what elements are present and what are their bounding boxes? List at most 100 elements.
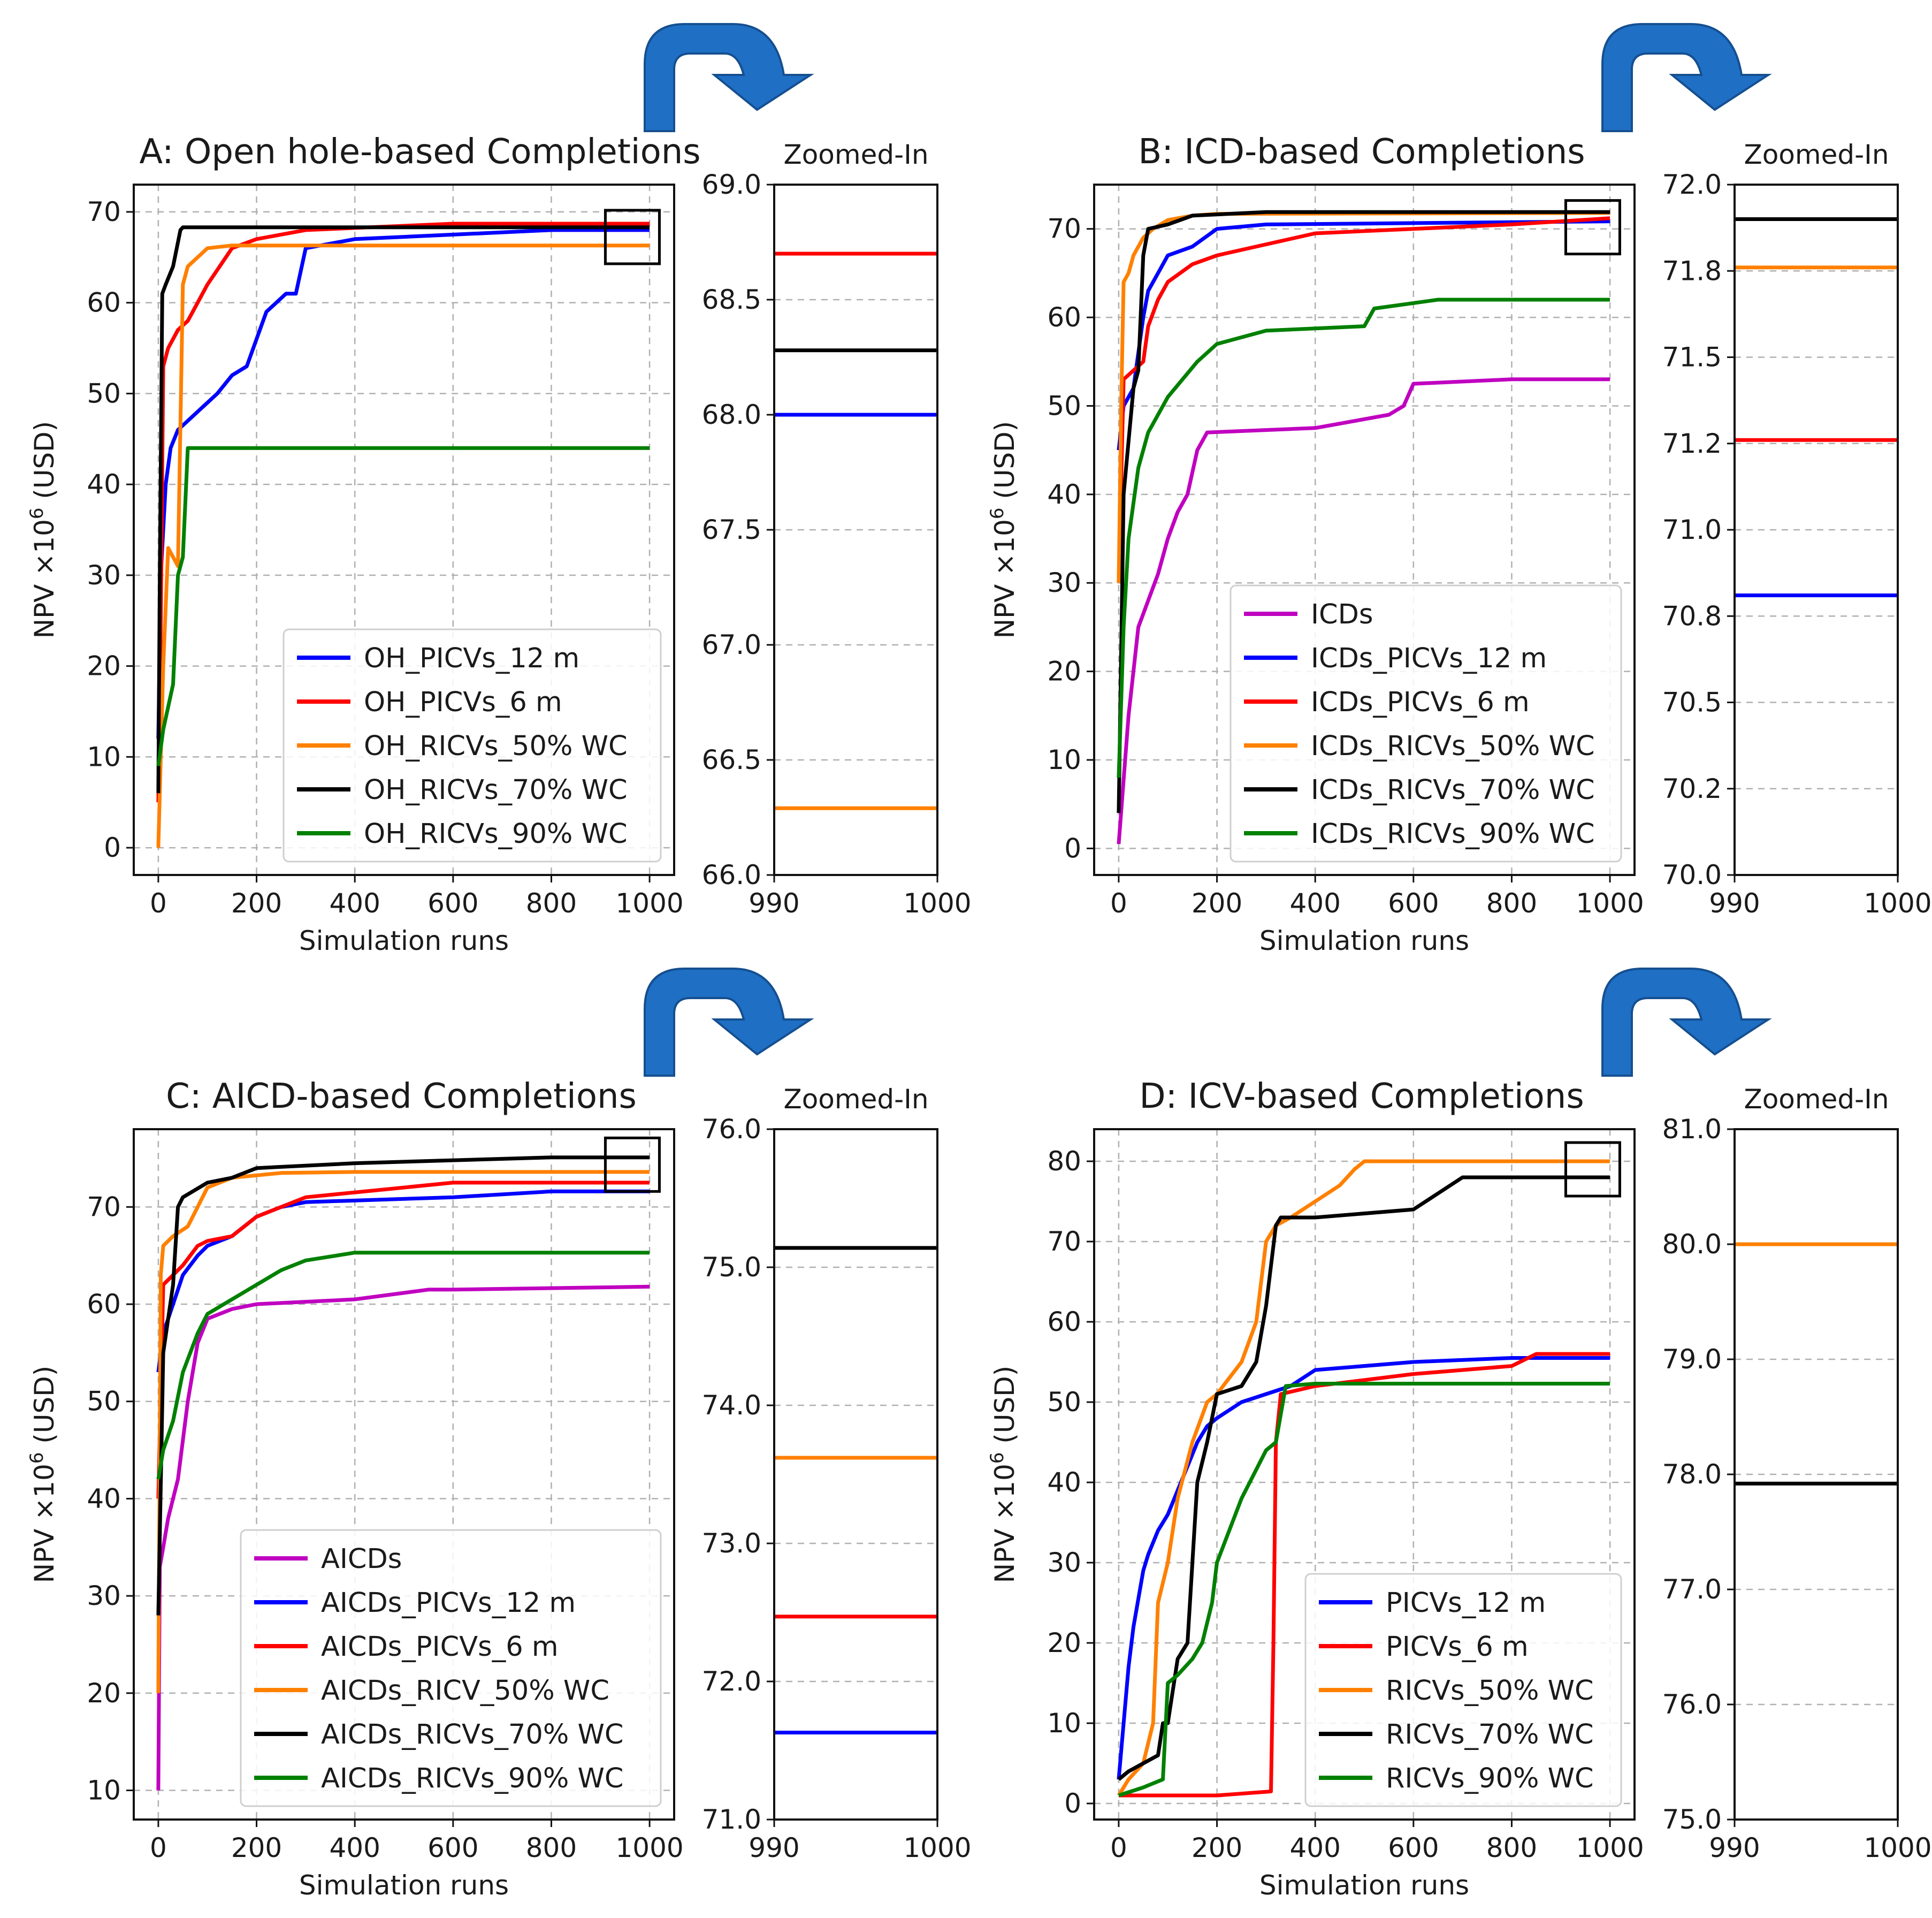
zoom-y-tick-label: 71.8 xyxy=(1662,255,1722,286)
y-tick-label: 30 xyxy=(87,560,121,591)
zoomed-in-chart: Zoomed-In 990 1000 71.0 72.0 73.0 74.0 75.0 76.0 xyxy=(702,1084,972,1863)
legend-item: RICVs_50% WC xyxy=(1319,1675,1594,1707)
legend-item: PICVs_6 m xyxy=(1319,1631,1529,1663)
y-tick-label: 60 xyxy=(1047,302,1081,333)
legend-box xyxy=(1230,584,1622,863)
series-line-4 xyxy=(1117,210,1610,813)
y-axis-label-main: NPV ×10 xyxy=(29,1464,60,1583)
series-line-5 xyxy=(156,1251,650,1480)
series-line-1 xyxy=(1117,219,1610,451)
legend-item: ICDs xyxy=(1244,599,1373,630)
zoom-y-tick-label: 68.5 xyxy=(702,284,761,315)
y-tick-label: 20 xyxy=(87,1678,121,1709)
chart-title: B: ICD-based Completions xyxy=(1138,132,1585,172)
legend-box xyxy=(282,628,662,863)
x-tick-label: 600 xyxy=(1388,888,1439,919)
zoom-y-tick-label: 71.2 xyxy=(1662,428,1722,459)
legend-label: AICDs_RICVs_70% WC xyxy=(321,1719,624,1750)
legend-label: ICDs_RICVs_90% WC xyxy=(1311,818,1595,850)
series-line-1 xyxy=(156,1189,650,1373)
x-tick-label: 600 xyxy=(427,888,478,919)
series-line-5 xyxy=(1117,298,1610,778)
zoom-y-tick-label: 78.0 xyxy=(1662,1459,1722,1490)
series-lines xyxy=(1117,1159,1610,1798)
legend-label: ICDs_PICVs_12 m xyxy=(1311,643,1547,674)
x-tick-label: 1000 xyxy=(1576,1832,1644,1863)
zoom-x-tick-label: 1000 xyxy=(903,888,971,919)
y-tick-label: 40 xyxy=(87,469,121,500)
y-tick-label: 80 xyxy=(1047,1146,1081,1177)
zoom-arrow-icon xyxy=(644,23,814,132)
zoom-region-box xyxy=(1564,1141,1621,1198)
zoom-y-tick-label: 72.0 xyxy=(702,1666,761,1697)
series-line-2 xyxy=(156,243,650,848)
legend-item: OH_RICVs_90% WC xyxy=(297,818,628,850)
series-line-2 xyxy=(1117,216,1610,583)
series-lines xyxy=(156,222,650,848)
legend-box xyxy=(1304,1573,1622,1807)
y-tick-label: 10 xyxy=(1047,744,1081,775)
legend-label: AICDs_PICVs_6 m xyxy=(321,1631,559,1663)
zoomed-in-chart: Zoomed-In 990 1000 70.0 70.2 70.5 70.8 71.0 71.2… xyxy=(1662,139,1932,919)
legend-label: AICDs_PICVs_12 m xyxy=(321,1587,576,1619)
legend-item: OH_PICVs_12 m xyxy=(297,643,579,674)
legend: AICDs AICDs_PICVs_12 m AICDs_PICVs_6 m AICD… xyxy=(240,1529,662,1807)
legend-label: ICDs xyxy=(1311,599,1373,630)
x-axis-label: Simulation runs xyxy=(1259,925,1469,956)
zoom-arrow-icon xyxy=(644,968,814,1077)
legend-label: RICVs_50% WC xyxy=(1386,1675,1594,1707)
zoom-region-box xyxy=(604,1136,661,1193)
zoom-title: Zoomed-In xyxy=(1744,139,1889,170)
zoom-x-tick-label: 990 xyxy=(749,1832,799,1863)
zoom-y-tick-label: 70.8 xyxy=(1662,600,1722,631)
x-tick-label: 800 xyxy=(526,888,577,919)
zoom-arrow-icon xyxy=(1601,23,1772,132)
y-axis-label-exponent: 6 xyxy=(26,1452,48,1464)
chart-title: A: Open hole-based Completions xyxy=(139,132,700,172)
zoom-y-tick-label: 66.5 xyxy=(702,744,761,775)
zoom-x-tick-label: 990 xyxy=(1709,888,1760,919)
legend-label: OH_RICVs_50% WC xyxy=(364,730,628,762)
legend-item: ICDs_RICVs_70% WC xyxy=(1244,774,1595,806)
zoom-y-tick-label: 81.0 xyxy=(1662,1114,1722,1145)
chart-title: D: ICV-based Completions xyxy=(1139,1077,1584,1116)
x-tick-label: 0 xyxy=(1110,1832,1127,1863)
y-axis-label-exponent: 6 xyxy=(987,507,1008,519)
zoom-frame xyxy=(773,1128,938,1821)
legend-item: RICVs_70% WC xyxy=(1319,1719,1594,1750)
legend-item: OH_PICVs_6 m xyxy=(297,687,562,718)
series-line-4 xyxy=(1118,1382,1610,1798)
legend: PICVs_12 m PICVs_6 m RICVs_50% WC RICVs_70%… xyxy=(1304,1573,1622,1807)
y-axis-label-exponent: 6 xyxy=(26,507,48,519)
plot-frame xyxy=(1093,184,1636,876)
zoom-y-tick-label: 75.0 xyxy=(702,1252,761,1283)
y-axis-label: NPV ×106 (USD) xyxy=(987,421,1020,639)
zoom-x-tick-label: 990 xyxy=(749,888,799,919)
x-tick-label: 800 xyxy=(1486,1832,1537,1863)
zoom-y-tick-label: 68.0 xyxy=(702,399,761,430)
y-tick-label: 70 xyxy=(87,196,121,227)
y-tick-label: 10 xyxy=(87,741,121,772)
y-tick-label: 60 xyxy=(87,287,121,318)
zoom-x-tick-label: 1000 xyxy=(1864,888,1931,919)
y-tick-label: 60 xyxy=(87,1289,121,1320)
x-tick-label: 800 xyxy=(526,1832,577,1863)
series-line-2 xyxy=(1117,1159,1610,1797)
y-tick-label: 70 xyxy=(1047,214,1081,245)
series-line-4 xyxy=(156,446,650,766)
zoom-y-tick-label: 70.2 xyxy=(1662,773,1722,804)
zoom-y-tick-label: 74.0 xyxy=(702,1390,761,1421)
legend-item: AICDs_RICVs_70% WC xyxy=(254,1719,624,1750)
zoom-y-tick-label: 73.0 xyxy=(702,1528,761,1559)
y-tick-label: 60 xyxy=(1047,1306,1081,1337)
y-tick-label: 0 xyxy=(1064,833,1081,864)
legend-item: OH_RICVs_70% WC xyxy=(297,774,628,806)
legend-label: PICVs_12 m xyxy=(1386,1587,1546,1619)
y-axis-label: NPV ×106 (USD) xyxy=(987,1366,1020,1584)
y-tick-label: 0 xyxy=(1064,1788,1081,1819)
zoom-title: Zoomed-In xyxy=(783,1084,928,1115)
legend-label: AICDs_RICVs_90% WC xyxy=(321,1763,624,1794)
plot-frame xyxy=(1093,1128,1636,1821)
legend-box xyxy=(240,1529,662,1807)
